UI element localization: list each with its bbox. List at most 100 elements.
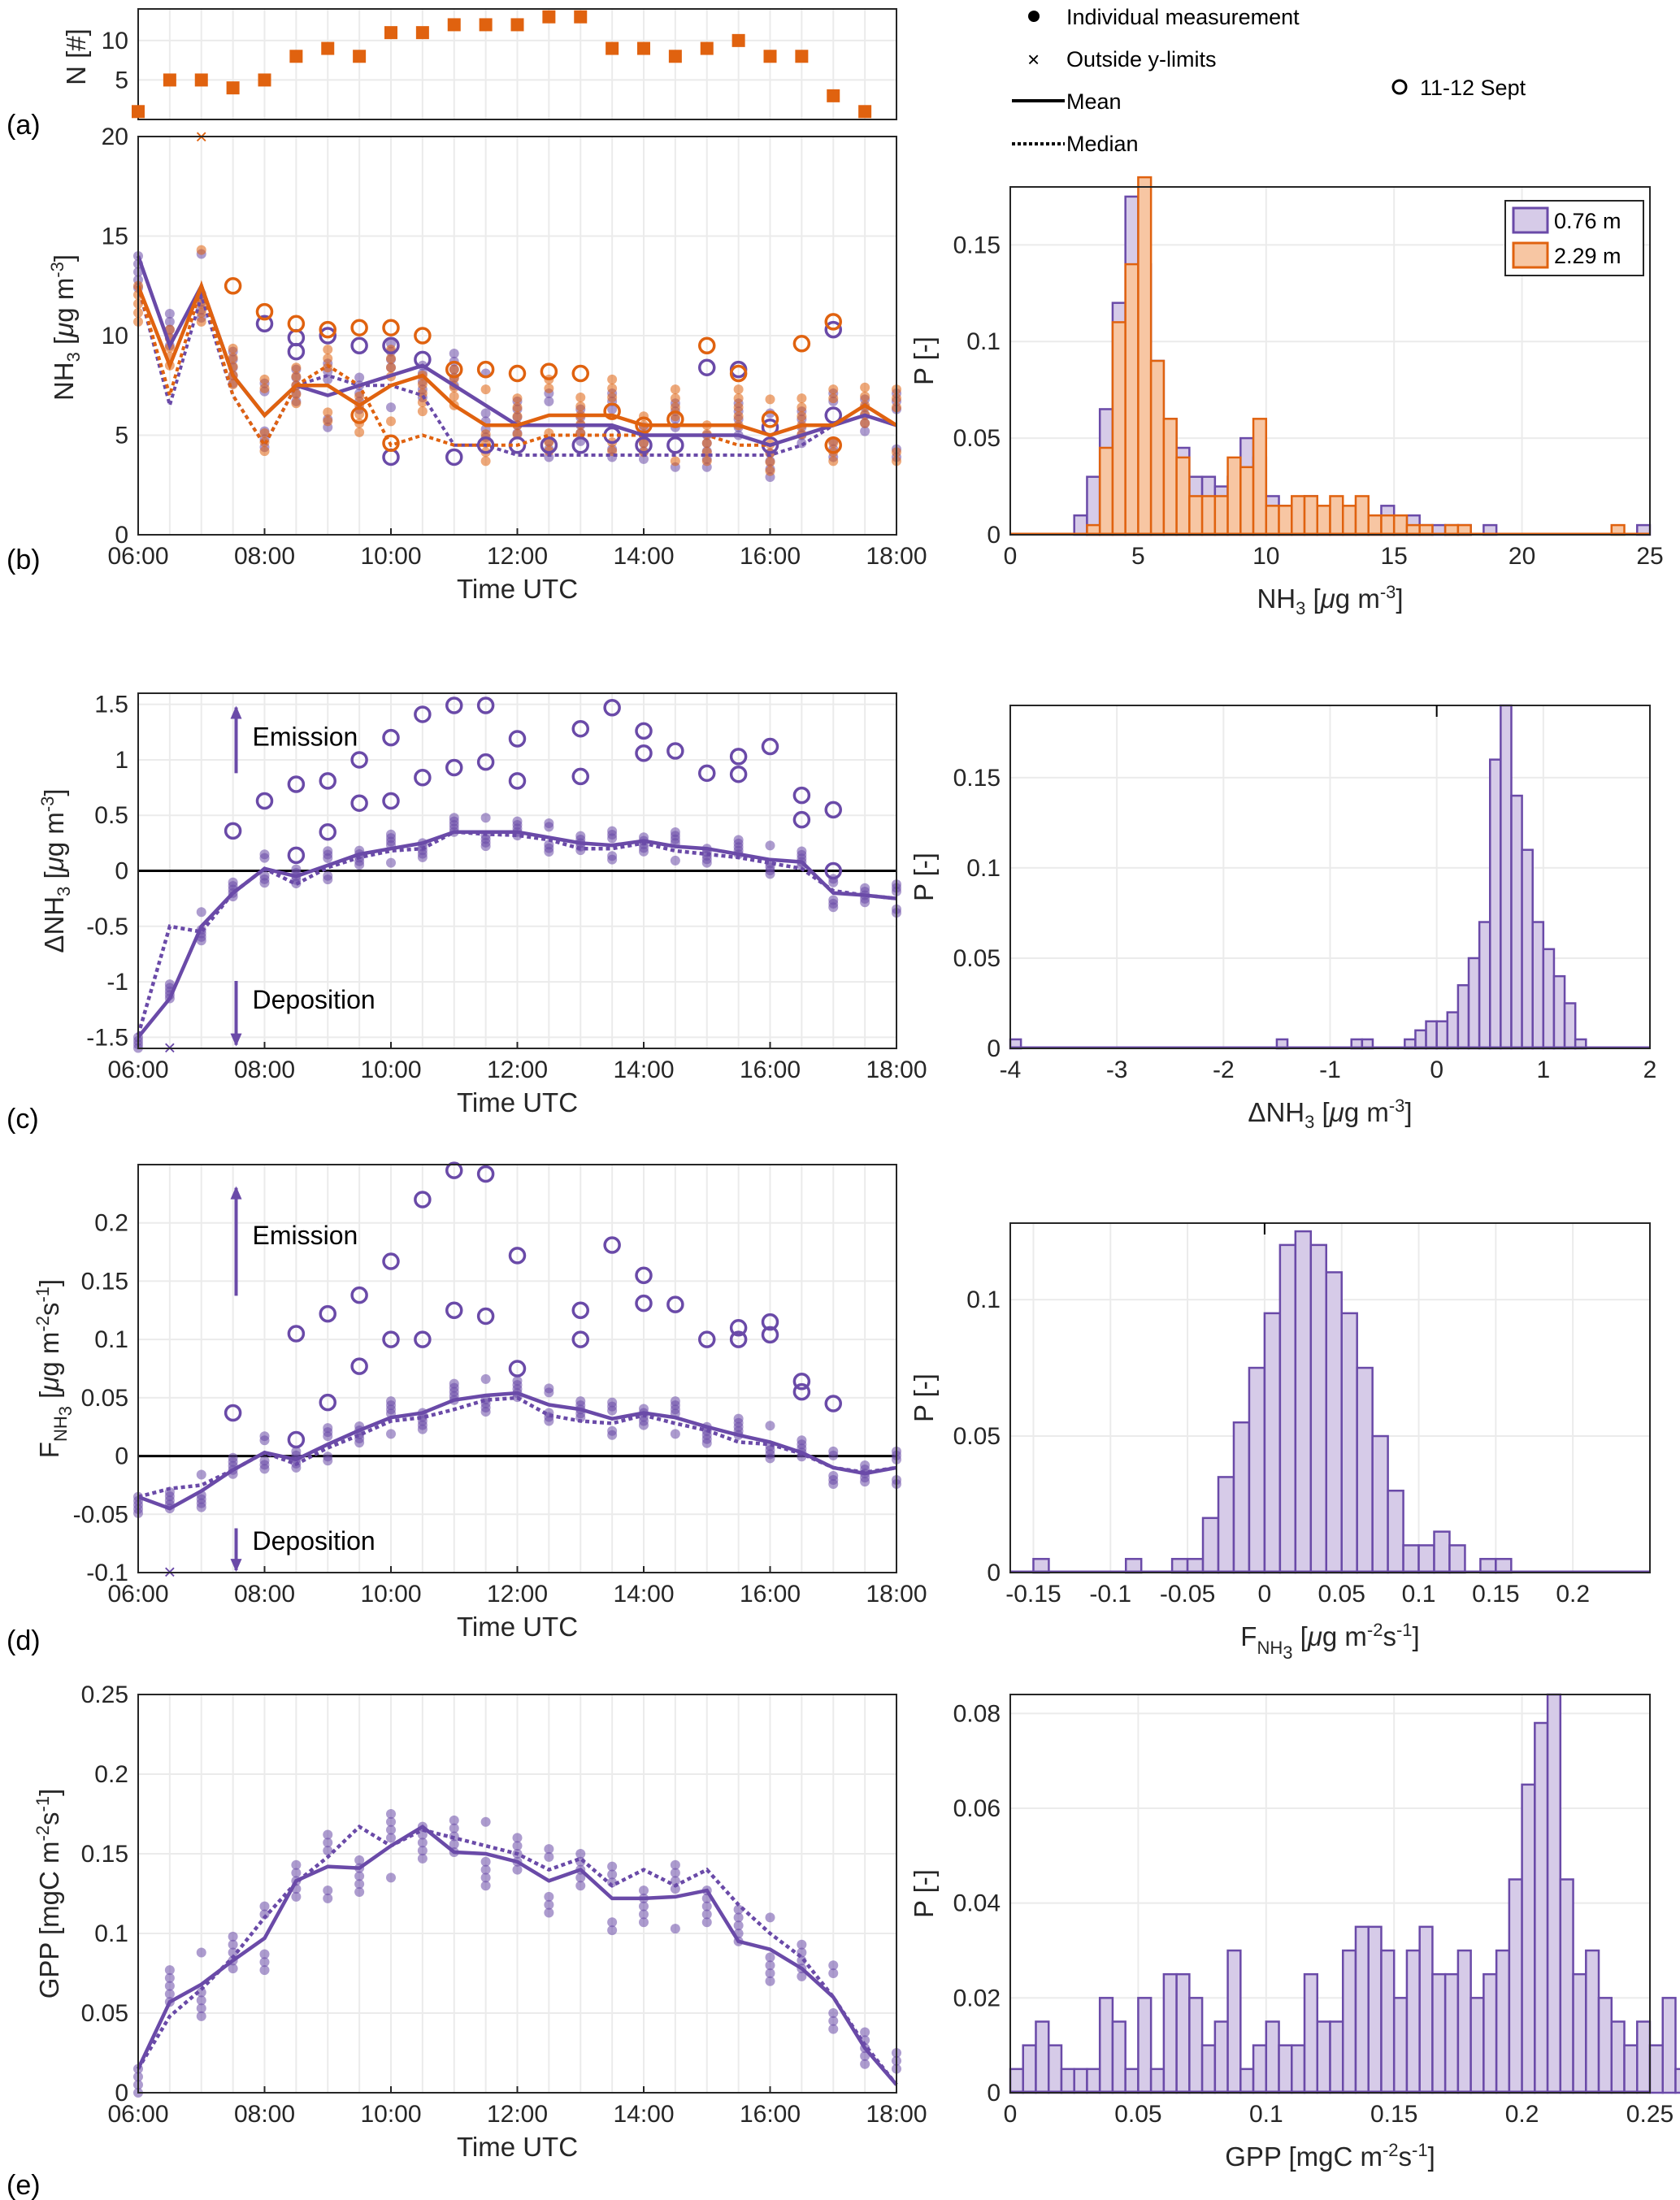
- b-orange-point: [164, 324, 175, 335]
- e-hist-bar: [1341, 1949, 1357, 2094]
- legend-outside: Outside y-limits: [1066, 47, 1217, 72]
- b-orange-point: [449, 391, 459, 401]
- d-emission-label: Emission: [253, 1221, 358, 1250]
- b-hist-bar-229: [1341, 505, 1357, 536]
- b-orange-point: [607, 374, 618, 384]
- d-hist-bar: [1124, 1557, 1143, 1574]
- e-point: [196, 2003, 206, 2014]
- count-marker: [606, 41, 619, 55]
- c-hist-xtick-label: -1: [1319, 1057, 1341, 1083]
- d-ytick-label: -0.1: [86, 1560, 128, 1586]
- e-point: [449, 1815, 459, 1825]
- b-orange-point: [291, 362, 302, 373]
- c-hist-bar: [1425, 1020, 1438, 1050]
- c-hist-xtick-label: -3: [1106, 1057, 1128, 1083]
- d-sept: [287, 1325, 306, 1343]
- b-orange-point: [228, 352, 238, 362]
- e-point: [544, 1899, 554, 1910]
- b-ytick-label: 0: [115, 522, 128, 549]
- e-ytick-label: 0.15: [81, 1841, 128, 1868]
- count-marker: [668, 50, 682, 63]
- count-marker: [763, 50, 777, 63]
- b-orange-point: [607, 383, 618, 393]
- d-sept: [508, 1360, 527, 1378]
- e-hist: 0 0.05 0.1 0.15 0.2 0.25 0 0.02 0.04 0.06 0.08 P [-…: [909, 1693, 1680, 2172]
- b-orange-point: [733, 393, 744, 404]
- e-point: [544, 1907, 554, 1918]
- c-sept: [476, 753, 495, 771]
- e-hist-xtick-label: 0.15: [1370, 2101, 1417, 2128]
- c-hist-bar: [1489, 758, 1502, 1050]
- c-sept: [698, 764, 716, 783]
- e-point: [449, 1823, 459, 1833]
- e-point: [164, 1981, 175, 1991]
- c-point: [449, 813, 459, 823]
- e-hist-bar: [1329, 2020, 1344, 2094]
- d-hist-bar: [1417, 1544, 1435, 1574]
- d-point: [259, 1456, 270, 1466]
- e-hist-bar: [1149, 2068, 1166, 2094]
- e-point: [386, 1825, 396, 1835]
- b-xtick-label: 16:00: [740, 543, 801, 570]
- b-median-purple: [137, 285, 897, 457]
- a-ylabel: N [#]: [61, 28, 91, 85]
- b-orange-point: [386, 354, 396, 364]
- c-ytick-label: 1: [115, 747, 128, 774]
- d-sept: [445, 1301, 463, 1320]
- b-hist-bar-229: [1098, 446, 1114, 536]
- d-xtick-label: 14:00: [613, 1581, 674, 1608]
- d-sept: [476, 1165, 495, 1183]
- b-orange-point: [828, 384, 839, 395]
- d-xtick-label: 10:00: [360, 1581, 421, 1608]
- b-orange-point: [512, 393, 523, 404]
- a-ytick-label: 5: [115, 67, 128, 93]
- e-hist-bar: [1009, 2068, 1024, 2094]
- d-hist-xtick-label: 0.05: [1318, 1581, 1365, 1608]
- b-orange-point: [701, 438, 712, 449]
- b-sept-orange: [761, 410, 779, 428]
- count-marker: [858, 105, 872, 119]
- b-sept-orange: [603, 402, 621, 420]
- d-frame: [137, 1164, 897, 1573]
- b-hist-bar-229: [1316, 505, 1331, 536]
- d-sept: [792, 1373, 811, 1391]
- e-hist-bar: [1508, 1878, 1523, 2094]
- e-median: [137, 1824, 898, 2086]
- e-point: [259, 1957, 270, 1968]
- b-orange-point: [639, 438, 649, 449]
- d-sept: [445, 1161, 463, 1179]
- e-point: [607, 1869, 618, 1880]
- b-sept-orange: [350, 319, 368, 336]
- b-sept-purple: [445, 448, 463, 466]
- c-hist-ytick-label: 0.05: [953, 945, 1001, 972]
- d-hist-xtick-label: -0.15: [1005, 1581, 1061, 1608]
- d-hist-bar: [1201, 1517, 1220, 1574]
- c-point: [828, 895, 839, 905]
- b-orange-point: [259, 428, 270, 439]
- b-orange-point: [733, 402, 744, 413]
- b-orange-point: [480, 456, 491, 466]
- e-point: [765, 1960, 775, 1971]
- e-point: [575, 1872, 586, 1883]
- c-hist-bar: [1478, 921, 1491, 1050]
- d-xtick-label: 16:00: [740, 1581, 801, 1608]
- e-xlabel: Time UTC: [457, 2132, 578, 2162]
- c-hist-bar: [1500, 704, 1513, 1050]
- b-ytick-label: 10: [102, 323, 128, 349]
- c-frame: [137, 692, 897, 1049]
- b-orange-point: [480, 384, 491, 395]
- b-hist-bar-229: [1137, 176, 1153, 536]
- e-point: [765, 1976, 775, 1986]
- e-hist-xtick-label: 0: [1004, 2101, 1018, 2128]
- c-hist-bar: [1552, 974, 1566, 1050]
- d-ytick-label: 0.05: [81, 1385, 128, 1412]
- c-hist-bar: [1531, 921, 1545, 1050]
- e-point: [828, 2016, 839, 2026]
- e-point: [480, 1864, 491, 1875]
- c-deposition-arrowhead: [230, 1033, 242, 1047]
- e-point: [164, 1972, 175, 1983]
- e-point: [196, 2011, 206, 2021]
- b-orange-point: [797, 393, 807, 404]
- c-sept: [792, 810, 811, 829]
- b-orange-point: [228, 343, 238, 354]
